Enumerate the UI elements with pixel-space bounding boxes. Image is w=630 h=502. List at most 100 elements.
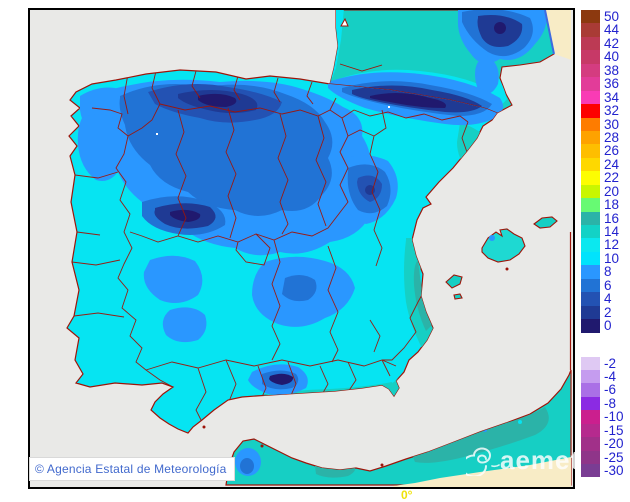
legend-row: 32 bbox=[581, 103, 624, 119]
meridian-label: 0° bbox=[401, 488, 413, 502]
legend-value-label: 40 bbox=[604, 49, 620, 65]
legend-value-label: 50 bbox=[604, 9, 620, 24]
legend-color-swatch bbox=[581, 319, 600, 333]
legend-color-swatch bbox=[581, 144, 600, 158]
station-dot bbox=[156, 133, 158, 135]
legend-row: 44 bbox=[581, 22, 624, 38]
domain-edge-line bbox=[544, 10, 555, 55]
legend-row: 10 bbox=[581, 250, 624, 266]
legend-color-swatch bbox=[581, 292, 600, 306]
legend-row: 16 bbox=[581, 210, 624, 226]
legend-color-swatch bbox=[581, 23, 600, 37]
legend-value-label: 42 bbox=[604, 35, 620, 51]
legend-row: 42 bbox=[581, 35, 624, 51]
legend-color-swatch bbox=[581, 10, 600, 24]
legend-color-swatch bbox=[581, 278, 600, 293]
legend-color-swatch bbox=[581, 437, 600, 451]
legend-color-swatch bbox=[581, 265, 600, 279]
legend-color-swatch bbox=[581, 396, 600, 411]
legend-row: 30 bbox=[581, 116, 624, 132]
temperature-scale-lower: -2 -4 -6 -8 -10 -15 -20 -25 -30 bbox=[581, 355, 624, 477]
province-borders bbox=[71, 70, 469, 423]
legend-row: -25 bbox=[581, 449, 624, 465]
legend-value-label: -20 bbox=[604, 436, 624, 452]
legend-row: 8 bbox=[581, 264, 624, 280]
legend-value-label: 44 bbox=[604, 22, 620, 38]
legend-row: 0 bbox=[581, 318, 624, 334]
legend-row: 28 bbox=[581, 129, 624, 145]
legend-value-label: 38 bbox=[604, 62, 620, 78]
legend-value-label: 24 bbox=[604, 156, 620, 172]
legend-value-label: 28 bbox=[604, 129, 620, 145]
legend-color-swatch bbox=[581, 198, 600, 212]
legend-color-swatch bbox=[581, 238, 600, 252]
legend-value-label: 26 bbox=[604, 143, 620, 159]
legend-row: -4 bbox=[581, 369, 624, 383]
legend-value-label: 10 bbox=[604, 250, 620, 266]
legend-value-label: 20 bbox=[604, 183, 620, 199]
legend-row: 22 bbox=[581, 170, 624, 186]
legend-row: -8 bbox=[581, 395, 624, 411]
legend-row: 12 bbox=[581, 237, 624, 253]
out-of-domain-northeast bbox=[545, 10, 571, 60]
legend-value-label: 0 bbox=[604, 318, 612, 334]
legend-row: 38 bbox=[581, 62, 624, 78]
legend-row: 2 bbox=[581, 304, 624, 320]
legend-color-swatch bbox=[581, 77, 600, 91]
legend-color-swatch bbox=[581, 63, 600, 78]
legend-value-label: 34 bbox=[604, 89, 620, 105]
legend-value-label: -25 bbox=[604, 449, 624, 465]
legend-color-swatch bbox=[581, 464, 600, 478]
legend-row: -6 bbox=[581, 382, 624, 398]
legend-row: 18 bbox=[581, 197, 624, 213]
legend-value-label: 30 bbox=[604, 116, 620, 132]
legend-value-label: 6 bbox=[604, 277, 612, 293]
legend-row: 34 bbox=[581, 89, 624, 105]
legend-value-label: 22 bbox=[604, 170, 620, 186]
legend-color-swatch bbox=[581, 36, 600, 51]
legend-color-swatch bbox=[581, 50, 600, 64]
legend-row: -30 bbox=[581, 464, 624, 477]
legend-color-swatch bbox=[581, 450, 600, 464]
legend-value-label: 18 bbox=[604, 197, 620, 213]
legend-row: 24 bbox=[581, 156, 624, 172]
legend-value-label: -6 bbox=[604, 382, 617, 398]
copyright-attribution: © Agencia Estatal de Meteorología bbox=[29, 457, 235, 481]
legend-color-swatch bbox=[581, 157, 600, 172]
legend-value-label: 32 bbox=[604, 103, 620, 119]
legend-row: 4 bbox=[581, 291, 624, 307]
legend-value-label: -30 bbox=[604, 463, 624, 478]
legend-value-label: -10 bbox=[604, 409, 624, 425]
legend-color-swatch bbox=[581, 184, 600, 199]
balearic-islands bbox=[445, 216, 558, 300]
legend-color-swatch bbox=[581, 410, 600, 424]
legend-value-label: 12 bbox=[604, 237, 620, 253]
legend-value-label: -8 bbox=[604, 395, 617, 411]
legend-value-label: 8 bbox=[604, 264, 612, 280]
legend-row: 36 bbox=[581, 76, 624, 92]
legend-row: -2 bbox=[581, 355, 624, 371]
legend-color-swatch bbox=[581, 211, 600, 225]
station-dot bbox=[388, 106, 390, 108]
legend-value-label: 14 bbox=[604, 224, 620, 239]
legend-value-label: 36 bbox=[604, 76, 620, 92]
legend-row: -15 bbox=[581, 422, 624, 438]
legend-row: 40 bbox=[581, 49, 624, 65]
legend-value-label: 4 bbox=[604, 291, 612, 307]
legend-color-swatch bbox=[581, 90, 600, 105]
legend-row: -20 bbox=[581, 436, 624, 452]
legend-value-label: -15 bbox=[604, 422, 624, 438]
temperature-scale-upper: 50 44 42 40 38 36 34 32 30 28 26 24 22 20 18 16 14 12 10 8 6… bbox=[581, 10, 624, 333]
legend-color-swatch bbox=[581, 171, 600, 185]
legend-color-swatch bbox=[581, 356, 600, 370]
legend-color-swatch bbox=[581, 130, 600, 145]
legend-value-label: -2 bbox=[604, 355, 617, 371]
legend-color-swatch bbox=[581, 251, 600, 266]
legend-row: 50 bbox=[581, 10, 624, 23]
legend-color-swatch bbox=[581, 305, 600, 320]
legend-value-label: 16 bbox=[604, 210, 620, 226]
legend-color-swatch bbox=[581, 104, 600, 118]
legend-color-swatch bbox=[581, 383, 600, 397]
legend-value-label: 2 bbox=[604, 304, 612, 320]
